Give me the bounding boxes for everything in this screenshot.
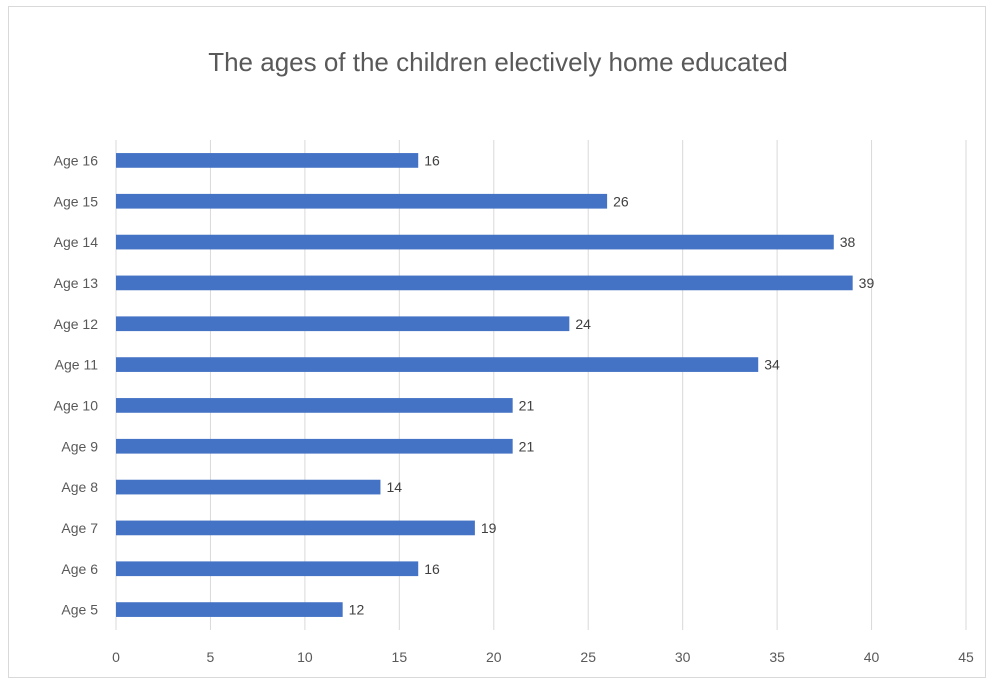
chart-title: The ages of the children electively home…	[208, 47, 788, 77]
bar	[116, 438, 513, 454]
category-label: Age 8	[61, 479, 98, 495]
bar	[116, 602, 343, 617]
x-tick-label: 20	[486, 649, 502, 665]
category-label: Age 11	[55, 357, 99, 373]
data-label: 19	[481, 520, 497, 536]
category-label: Age 12	[54, 316, 99, 332]
data-label: 21	[519, 397, 535, 413]
data-labels: 12 16 19 14 21 21 34 24 39 38 26 16	[349, 152, 875, 617]
x-tick-label: 10	[297, 649, 313, 665]
bar	[116, 193, 608, 209]
x-tick-label: 35	[769, 649, 785, 665]
bar	[116, 520, 475, 536]
gridlines	[115, 140, 967, 630]
category-label: Age 13	[54, 275, 99, 291]
category-label: Age 10	[54, 397, 99, 413]
x-tick-label: 15	[392, 649, 408, 665]
category-labels: Age 5 Age 6 Age 7 Age 8 Age 9 Age 10 Age 11 Age…	[54, 152, 99, 617]
category-label: Age 9	[61, 438, 98, 454]
bar	[116, 234, 834, 250]
data-label: 14	[386, 479, 402, 495]
bar	[116, 479, 381, 495]
bar	[116, 561, 419, 577]
x-tick-label: 30	[675, 649, 691, 665]
data-label: 34	[764, 357, 780, 373]
bar	[116, 316, 570, 332]
x-tick-label: 0	[112, 649, 120, 665]
x-tick-label: 40	[864, 649, 880, 665]
x-axis-tick-labels: 0 5 10 15 20 25 30 35 40 45	[112, 649, 974, 665]
data-label: 26	[613, 193, 629, 209]
category-label: Age 15	[54, 193, 99, 209]
data-label: 39	[859, 275, 875, 291]
data-label: 21	[519, 438, 535, 454]
category-label: Age 6	[61, 561, 98, 577]
category-label: Age 7	[61, 520, 98, 536]
category-label: Age 5	[61, 602, 98, 618]
bars	[116, 153, 853, 617]
category-label: Age 14	[54, 234, 99, 250]
bar	[116, 398, 513, 413]
x-tick-label: 25	[580, 649, 596, 665]
data-label: 16	[424, 561, 440, 577]
bar	[116, 153, 419, 168]
data-label: 16	[424, 152, 440, 168]
bar	[116, 275, 853, 291]
bar	[116, 357, 759, 372]
data-label: 24	[575, 316, 591, 332]
x-tick-label: 45	[958, 649, 974, 665]
category-label: Age 16	[54, 152, 99, 168]
data-label: 38	[840, 234, 856, 250]
data-label: 12	[349, 602, 365, 618]
x-tick-label: 5	[207, 649, 215, 665]
